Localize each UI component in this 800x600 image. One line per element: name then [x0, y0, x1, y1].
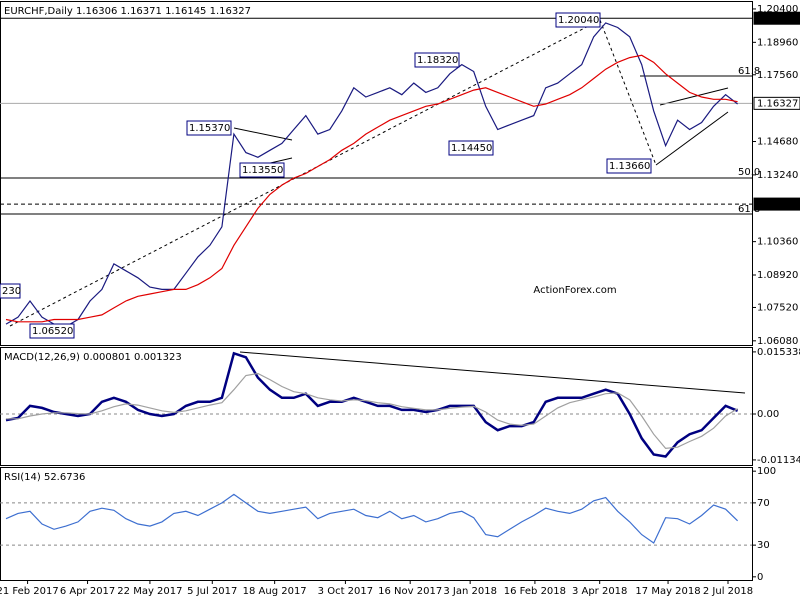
- y-tick-label: 1.20400: [757, 4, 798, 15]
- x-tick-label: 16 Feb 2018: [504, 586, 566, 597]
- level-label-box: [753, 197, 800, 211]
- y-tick-label: 1.14680: [757, 137, 798, 148]
- x-tick-label: 22 May 2017: [117, 586, 182, 597]
- x-tick-label: 18 Aug 2017: [243, 586, 307, 597]
- price-panel: [0, 1, 753, 346]
- fib-note: 61.8: [738, 204, 760, 215]
- price-note: 1.06520: [32, 326, 73, 337]
- price-note-box: [555, 12, 601, 28]
- level-label: 1.16327: [757, 98, 798, 109]
- y-tick-label: 1.06080: [757, 336, 798, 347]
- trend-line: [233, 127, 293, 141]
- y-tick-label: 1.13240: [757, 170, 798, 181]
- level-label: 1.11980: [757, 199, 798, 210]
- fib-note: 61.8: [738, 66, 760, 77]
- price-note-box: [186, 120, 232, 136]
- series-line: [5, 22, 738, 328]
- watermark: ActionForex.com: [533, 285, 616, 296]
- trend-line: [655, 111, 729, 166]
- trend-line: [659, 87, 729, 106]
- level-label-box: [753, 96, 800, 110]
- level-label-box: [753, 11, 800, 25]
- x-tick-label: 6 Apr 2017: [60, 586, 115, 597]
- panel-title: RSI(14) 52.6736: [4, 472, 85, 483]
- y-tick-label: 100: [757, 466, 776, 477]
- x-tick-label: 17 May 2018: [635, 586, 700, 597]
- price-note-box: [414, 52, 460, 68]
- price-note: 1.18320: [417, 55, 458, 66]
- y-tick-label: 1.07520: [757, 302, 798, 313]
- series-line: [6, 372, 738, 450]
- rsi-panel: [0, 467, 753, 581]
- price-note-box: [606, 158, 652, 174]
- price-note: 1.13660: [609, 161, 650, 172]
- series-line: [5, 54, 738, 323]
- price-note-box: [239, 162, 285, 178]
- x-tick-label: 3 Apr 2018: [572, 586, 627, 597]
- trend-line: [599, 19, 657, 166]
- x-tick-label: 21 Feb 2017: [0, 586, 59, 597]
- panel-title: MACD(12,26,9) 0.000801 0.001323: [4, 352, 182, 363]
- price-note: 1.13550: [242, 165, 283, 176]
- price-note: 1.20040: [558, 15, 599, 26]
- x-tick-label: 3 Oct 2017: [318, 586, 373, 597]
- x-tick-label: 2 Jul 2018: [703, 586, 753, 597]
- price-note: 1.14450: [451, 143, 492, 154]
- panel-title: EURCHF,Daily 1.16306 1.16371 1.16145 1.1…: [4, 6, 251, 17]
- fib-note: 50.0: [738, 167, 760, 178]
- price-note: 230: [2, 286, 21, 297]
- y-tick-label: 1.17560: [757, 70, 798, 81]
- price-note-box: [448, 140, 494, 156]
- price-note-box: [0, 283, 21, 299]
- price-note-box: [29, 323, 75, 339]
- y-tick-label: 70: [757, 498, 770, 509]
- y-tick-label: 30: [757, 540, 770, 551]
- x-tick-label: 5 Jul 2017: [187, 586, 237, 597]
- x-tick-label: 16 Nov 2017: [378, 586, 442, 597]
- y-tick-label: 0.015338: [757, 347, 800, 358]
- y-tick-label: 1.18960: [757, 37, 798, 48]
- y-tick-label: 0.00: [757, 409, 779, 420]
- level-label: 1.20000: [757, 13, 798, 24]
- macd-panel: [0, 347, 753, 466]
- y-tick-label: 0: [757, 572, 763, 583]
- y-tick-label: 1.08920: [757, 270, 798, 281]
- y-tick-label: 1.10360: [757, 237, 798, 248]
- x-tick-label: 3 Jan 2018: [443, 586, 497, 597]
- trend-line: [239, 351, 746, 394]
- y-tick-label: -0.011344: [757, 455, 800, 466]
- series-line: [5, 493, 739, 544]
- price-note: 1.15370: [189, 123, 230, 134]
